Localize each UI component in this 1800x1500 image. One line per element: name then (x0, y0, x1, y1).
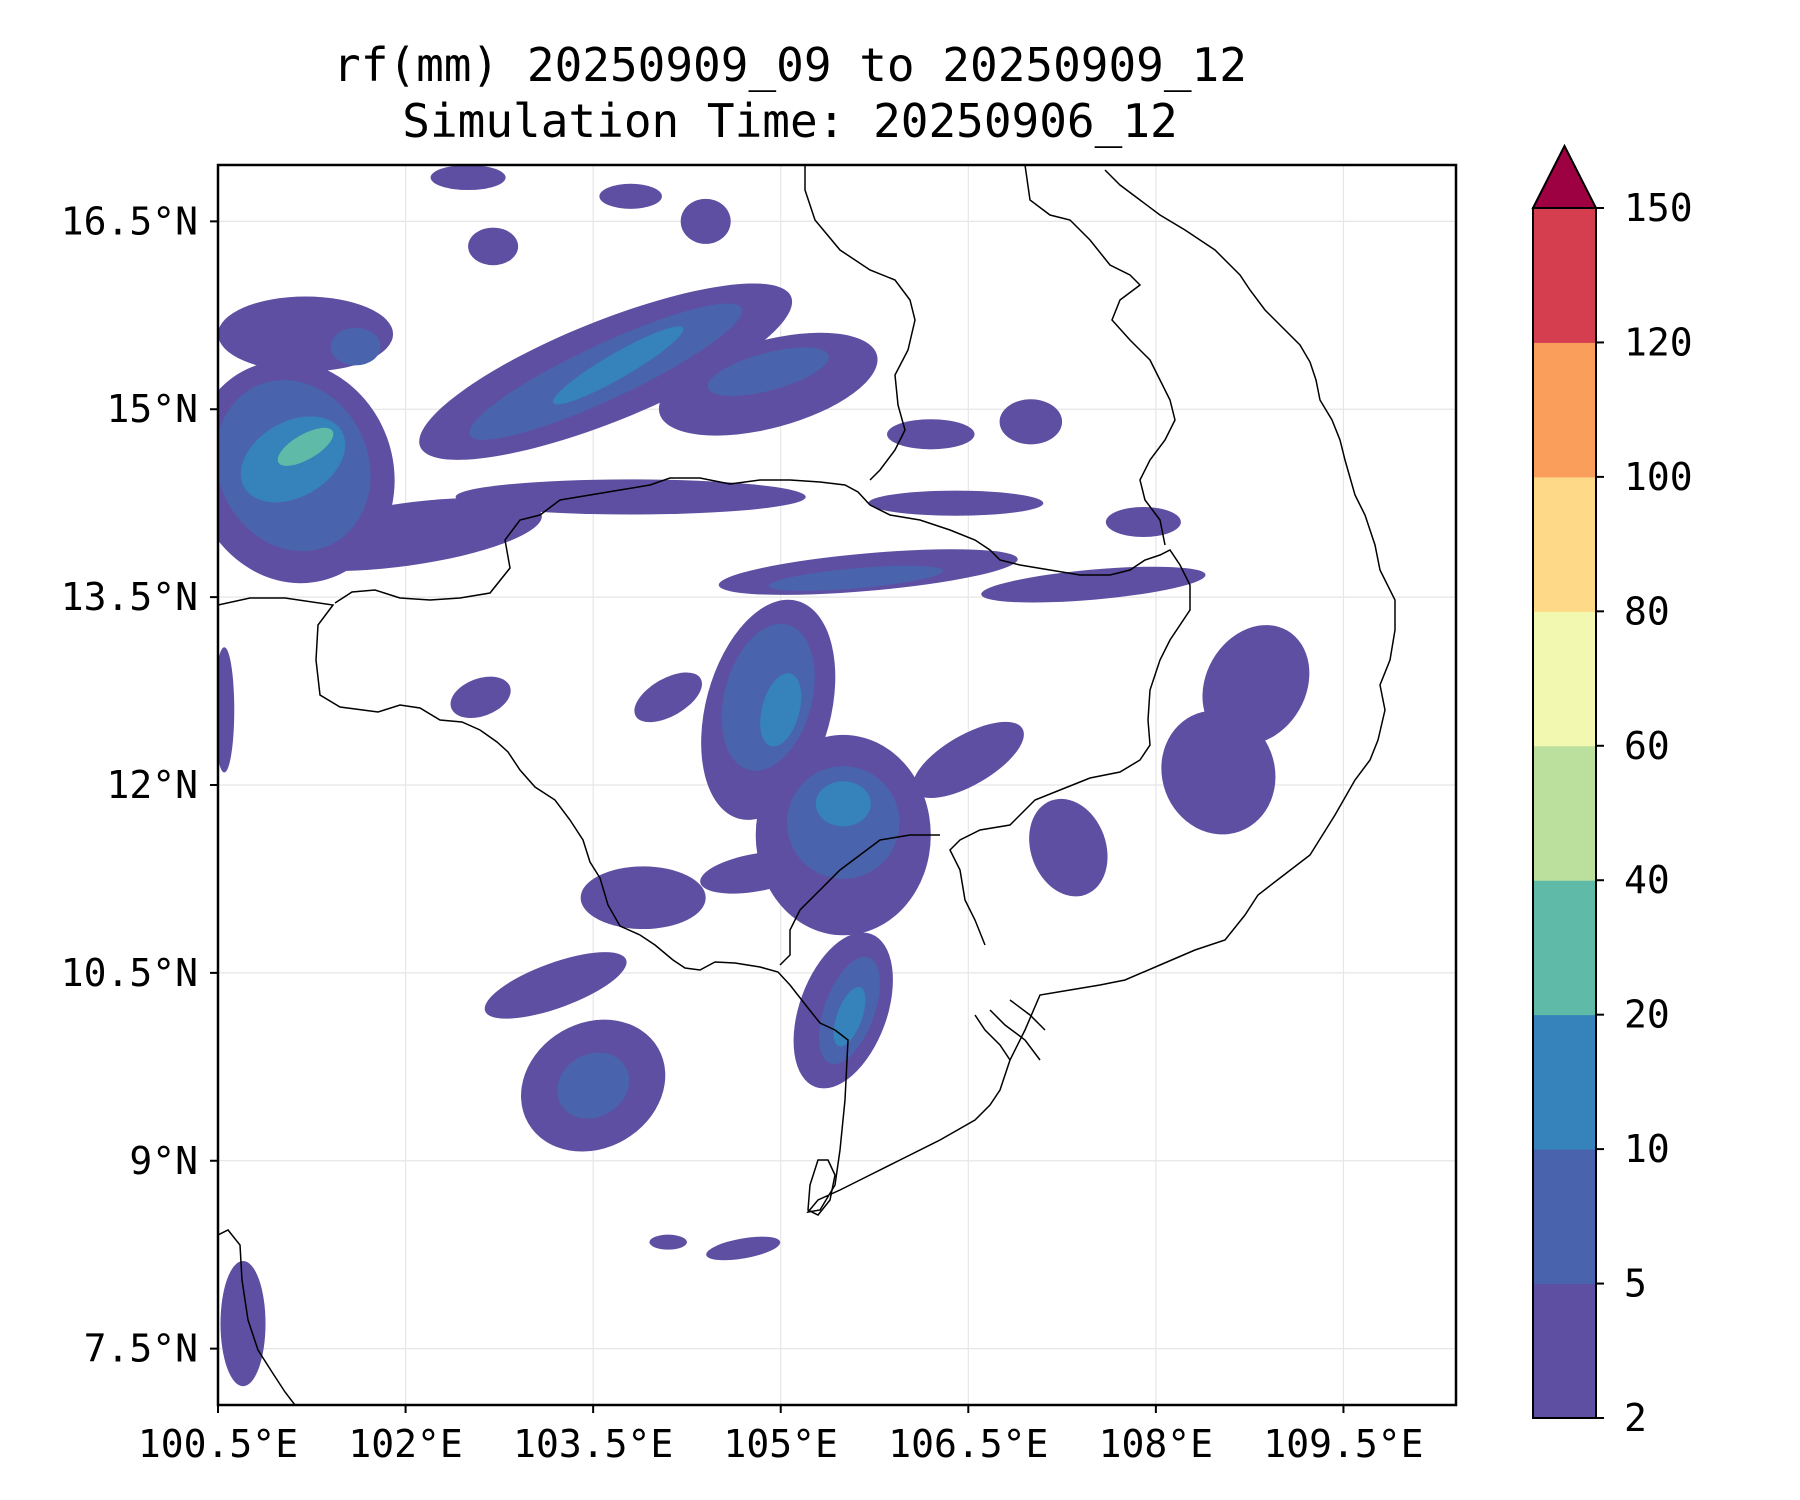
rain-contour-45 (815, 781, 871, 827)
rain-contour-37 (768, 565, 943, 591)
map-panel (216, 163, 1458, 1407)
lat-tick-label: 15°N (106, 387, 198, 431)
colorbar-tick-label: 2 (1624, 1396, 1647, 1440)
colorbar-segment-5 (1533, 611, 1596, 747)
lon-tick-label: 102°E (348, 1422, 462, 1466)
rain-contour-27 (706, 1236, 781, 1261)
rain-contour-6 (430, 165, 506, 191)
lon-tick-label: 109.5°E (1263, 1422, 1423, 1466)
rain-contour-34 (330, 327, 381, 366)
lat-tick-label: 13.5°N (61, 575, 198, 619)
colorbar-segment-7 (1533, 342, 1596, 478)
island-phu-quoc (807, 1159, 836, 1216)
lat-tick-label: 7.5°N (84, 1327, 198, 1371)
colorbar-segment-2 (1533, 1014, 1596, 1150)
rain-contour-25 (999, 399, 1063, 445)
rain-contour-24 (1105, 506, 1181, 537)
rain-contour-28 (649, 1234, 687, 1250)
lon-tick-label: 106.5°E (888, 1422, 1048, 1466)
rain-contour-18 (634, 672, 703, 723)
colorbar-extend-arrow (1531, 143, 1598, 209)
colorbar-frame (1532, 207, 1597, 1419)
rain-contour-41 (557, 1052, 630, 1119)
colorbar-segment-6 (1533, 476, 1596, 612)
rain-contour-32 (680, 198, 731, 244)
colorbar-segment-0 (1533, 1283, 1596, 1419)
colorbar-segment-1 (1533, 1149, 1596, 1285)
rain-contour-30 (218, 647, 235, 773)
map-subtitle: Simulation Time: 20250906_12 (402, 94, 1178, 148)
colorbar-segment-8 (1533, 208, 1596, 343)
coastline-peninsula (218, 1229, 296, 1405)
colorbar-tick-label: 150 (1624, 186, 1693, 230)
rain-contour-44 (760, 673, 802, 747)
rain-contour-9 (981, 566, 1206, 603)
colorbar-tick-label: 40 (1624, 858, 1670, 902)
rain-contour-29 (220, 1260, 266, 1387)
rain-contour-26 (887, 419, 975, 450)
colorbar-tick-label: 80 (1624, 589, 1670, 633)
lon-tick-label: 103.5°E (513, 1422, 673, 1466)
coastlines-and-borders (218, 165, 1396, 1405)
colorbar-tick-label: 60 (1624, 724, 1670, 768)
colorbar-tick-label: 5 (1624, 1262, 1647, 1306)
rain-contour-7 (455, 479, 806, 515)
colorbar: 2 5 10 20 40 60 80 100 120 150 (1531, 143, 1693, 1440)
border-laos-vietnam-north (1024, 165, 1176, 546)
lon-tick-label: 108°E (1099, 1422, 1213, 1466)
lat-tick-label: 12°N (106, 763, 198, 807)
lon-tick-label: 105°E (724, 1422, 838, 1466)
colorbar-tick-label: 20 (1624, 993, 1670, 1037)
coastline-mekong-delta-branch (974, 999, 1046, 1061)
lat-tick-label: 10.5°N (61, 951, 198, 995)
rain-contour-17 (700, 851, 812, 894)
lon-tick-label: 100.5°E (138, 1422, 298, 1466)
rain-contour-47 (277, 427, 334, 466)
border-laos-thailand (804, 165, 916, 481)
rain-contour-46 (833, 986, 866, 1047)
colorbar-segment-3 (1533, 880, 1596, 1016)
rain-contour-5 (468, 227, 519, 266)
rain-contour-22 (1029, 798, 1108, 897)
map-title: rf(mm) 20250909_09 to 20250909_12 (333, 38, 1247, 92)
rain-contour-43 (552, 326, 684, 405)
axis-ticks: 100.5°E 102°E 103.5°E 105°E 106.5°E 108°E 109.… (61, 199, 1424, 1466)
colorbar-tick-label: 120 (1624, 320, 1693, 364)
colorbar-segment-4 (1533, 745, 1596, 881)
rain-contour-10 (868, 490, 1044, 516)
rain-contour-16 (580, 866, 706, 930)
rain-contour-31 (599, 183, 662, 209)
rain-contour-19 (450, 676, 511, 718)
rainfall-contours (218, 165, 1310, 1387)
rain-contour-23 (912, 721, 1024, 799)
rain-contour-21 (1161, 710, 1276, 835)
coastline-gulf-of-thailand (218, 169, 1396, 1214)
border-cambodia-vietnam-south (779, 834, 940, 966)
colorbar-tick-label: 100 (1624, 455, 1693, 499)
border-thailand-cambodia (334, 477, 871, 604)
lat-tick-label: 9°N (129, 1139, 198, 1183)
rain-contour-36 (707, 347, 829, 396)
border-cambodia-laos-vietnam (869, 504, 1191, 946)
rain-contour-15 (484, 952, 627, 1019)
lat-tick-label: 16.5°N (61, 199, 198, 243)
colorbar-tick-label: 10 (1624, 1127, 1670, 1171)
